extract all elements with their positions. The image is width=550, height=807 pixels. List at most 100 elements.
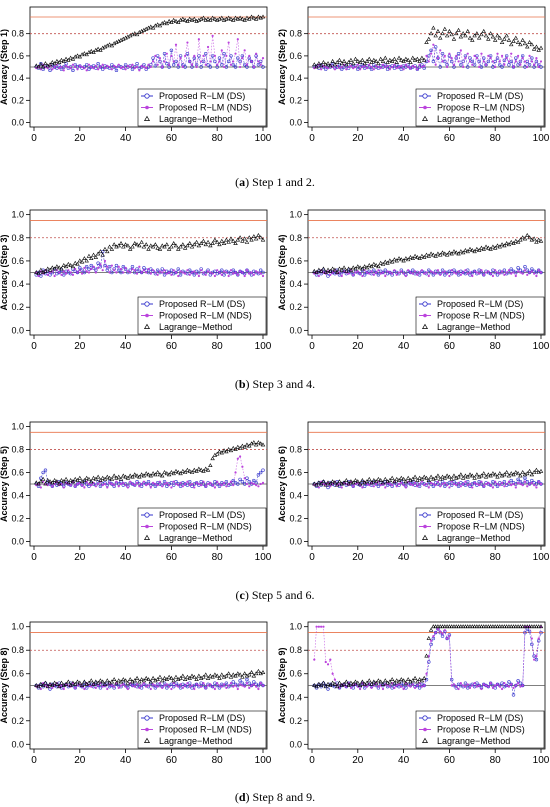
data-point [63, 681, 69, 686]
data-point [394, 258, 399, 263]
data-point [66, 679, 71, 684]
data-point [331, 672, 334, 675]
legend-label: Proposed R−LM (DS) [159, 713, 245, 723]
data-point [361, 274, 364, 278]
series-line [36, 259, 264, 277]
data-point [161, 485, 164, 488]
data-point [440, 268, 445, 272]
data-point [193, 486, 196, 489]
data-point [47, 479, 53, 484]
data-point [231, 445, 236, 450]
data-point [165, 272, 168, 275]
data-point [244, 239, 250, 244]
data-point [379, 67, 382, 70]
data-point [413, 270, 417, 273]
data-point [258, 235, 263, 240]
data-point [39, 687, 42, 691]
data-point [214, 239, 220, 244]
data-point [463, 473, 468, 478]
data-point [500, 481, 504, 484]
data-point [96, 61, 100, 66]
data-point [130, 265, 135, 269]
data-point [340, 486, 343, 489]
data-point [521, 272, 524, 275]
data-point [135, 683, 139, 686]
data-point [331, 65, 334, 69]
legend-marker [143, 323, 151, 329]
data-point [353, 266, 358, 271]
data-point [90, 267, 93, 271]
data-point [202, 271, 205, 274]
data-point [367, 476, 372, 481]
data-point [410, 55, 415, 60]
data-point [464, 480, 467, 483]
data-point [360, 266, 365, 271]
data-point [252, 478, 256, 483]
data-point [87, 271, 91, 274]
data-point [162, 470, 167, 474]
data-point [451, 473, 457, 478]
data-point [401, 476, 406, 481]
data-point [85, 270, 88, 273]
data-point [499, 624, 505, 629]
data-point [110, 482, 114, 486]
data-point [243, 685, 246, 688]
data-point [534, 467, 539, 472]
data-point [459, 485, 462, 488]
data-point [179, 57, 182, 60]
data-point [449, 251, 454, 256]
data-point [178, 244, 183, 249]
data-point [176, 267, 180, 271]
data-point [160, 473, 165, 478]
data-point [394, 60, 399, 64]
x-tick-label: 100 [533, 755, 550, 766]
data-point [195, 65, 198, 69]
data-point [434, 272, 437, 275]
data-point [94, 686, 97, 689]
data-point [256, 14, 261, 19]
data-point [462, 684, 465, 687]
data-point [180, 468, 186, 473]
data-point [352, 67, 355, 70]
data-point [61, 479, 66, 484]
data-point [185, 467, 190, 472]
data-point [68, 55, 73, 60]
data-point [351, 681, 356, 686]
legend-marker [145, 313, 149, 318]
data-point [355, 58, 361, 63]
data-point [435, 624, 441, 629]
data-point [322, 64, 325, 67]
data-point [156, 484, 159, 487]
data-point [245, 268, 249, 272]
data-point [514, 683, 518, 688]
data-point [413, 686, 417, 689]
x-tick-label: 20 [352, 133, 364, 144]
data-point [198, 241, 204, 245]
data-point [137, 243, 142, 248]
data-point [373, 479, 379, 484]
data-point [353, 56, 358, 61]
data-point [512, 686, 515, 689]
data-point [213, 274, 217, 278]
data-point [492, 37, 498, 42]
data-point [506, 624, 512, 629]
data-point [368, 272, 371, 275]
data-point [242, 17, 247, 22]
data-point [332, 267, 338, 272]
data-point [423, 272, 426, 275]
data-point [95, 46, 101, 51]
data-point [318, 682, 324, 687]
data-point [488, 246, 493, 251]
data-point [346, 60, 351, 64]
data-point [45, 478, 50, 482]
legend-label: Proposed R−LM (DS) [437, 299, 523, 309]
data-point [87, 63, 91, 66]
data-point [36, 684, 41, 689]
data-point [227, 274, 230, 278]
data-point [180, 673, 186, 678]
data-point [98, 47, 103, 52]
data-point [467, 246, 473, 251]
data-point [250, 271, 253, 274]
data-point [190, 482, 194, 486]
data-point [385, 67, 390, 71]
